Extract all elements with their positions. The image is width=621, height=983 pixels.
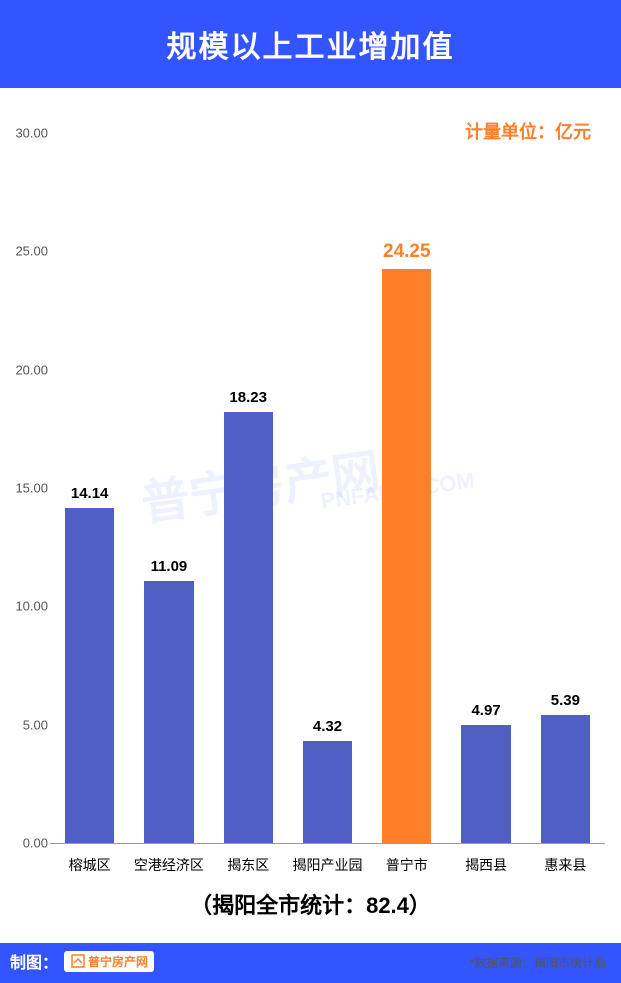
credit-label: 制图：: [10, 949, 58, 973]
bar: [303, 741, 352, 843]
bar: [224, 412, 273, 843]
logo-text: 普宁房产网: [88, 953, 148, 970]
source-text: *数据来源：揭阳市统计局: [469, 954, 606, 971]
bar: [144, 581, 193, 843]
subtitle: （揭阳全市统计：82.4）: [0, 888, 621, 920]
bar-value-label: 18.23: [224, 389, 273, 406]
x-label: 揭西县: [446, 855, 525, 875]
plot-area: 14.14 11.09 18.23 4.32 24.25 4.97 5.39: [50, 133, 605, 843]
y-tick: 30.00: [10, 126, 48, 141]
bar-value-label: 5.39: [541, 692, 590, 709]
x-label: 揭东区: [209, 855, 288, 875]
x-axis-line: [50, 843, 605, 844]
x-label: 惠来县: [526, 855, 605, 875]
chart-header: 规模以上工业增加值: [0, 0, 621, 88]
y-tick: 20.00: [10, 362, 48, 377]
footer: 制图： 普宁房产网 *数据来源：揭阳市统计局: [0, 943, 621, 983]
x-label: 榕城区: [50, 855, 129, 875]
house-icon: [70, 953, 86, 969]
y-tick: 10.00: [10, 599, 48, 614]
bar: [461, 725, 510, 843]
bar: [65, 508, 114, 843]
bar: [382, 269, 431, 843]
bar-value-label: 24.25: [382, 241, 431, 263]
credit-logo: 普宁房产网: [64, 951, 154, 972]
x-label: 空港经济区: [129, 855, 208, 875]
bar-value-label: 4.32: [303, 718, 352, 735]
chart-title: 规模以上工业增加值: [167, 22, 455, 66]
credit-left: 制图： 普宁房产网: [10, 949, 154, 973]
chart-area: 计量单位：亿元 普宁房产网 PNFANG .COM 0.005.0010.001…: [0, 88, 621, 878]
y-tick: 5.00: [10, 717, 48, 732]
y-tick: 15.00: [10, 481, 48, 496]
bar-value-label: 4.97: [461, 702, 510, 719]
bar-value-label: 14.14: [65, 485, 114, 502]
x-label: 普宁市: [367, 855, 446, 875]
y-tick: 0.00: [10, 836, 48, 851]
y-tick: 25.00: [10, 244, 48, 259]
bar-value-label: 11.09: [144, 558, 193, 575]
bar: [541, 715, 590, 843]
x-label: 揭阳产业园: [288, 855, 367, 875]
